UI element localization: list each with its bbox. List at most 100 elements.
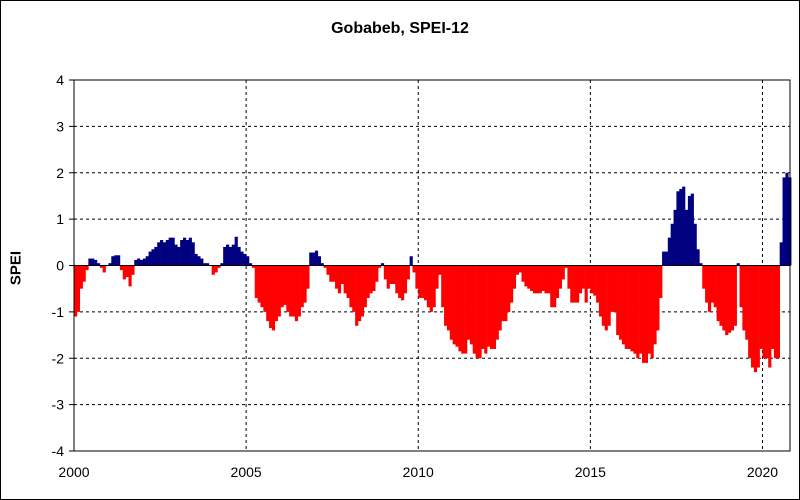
- spei-bar: [664, 251, 669, 266]
- spei-bar: [85, 265, 89, 271]
- spei-bar: [389, 265, 393, 285]
- spei-bar: [248, 263, 253, 266]
- spei-bar: [524, 265, 528, 287]
- spei-bar: [679, 188, 683, 266]
- spei-bar: [507, 265, 511, 312]
- spei-bar: [607, 265, 611, 326]
- spei-bar: [395, 265, 399, 294]
- spei-bar: [593, 265, 597, 296]
- spei-bar: [555, 265, 560, 298]
- y-tick-label: 4: [56, 72, 64, 88]
- spei-bar: [117, 255, 121, 266]
- spei-bar: [283, 265, 287, 305]
- spei-bar: [553, 265, 557, 308]
- spei-bar: [558, 265, 562, 289]
- spei-bar: [432, 265, 436, 308]
- spei-bar: [211, 265, 215, 275]
- spei-bar: [659, 265, 663, 298]
- spei-bar: [705, 265, 709, 303]
- spei-bar: [532, 265, 537, 294]
- spei-bar: [461, 265, 465, 354]
- spei-bar: [673, 209, 677, 266]
- spei-bar: [596, 265, 600, 303]
- x-tick-label: 2010: [403, 464, 434, 480]
- spei-bar: [475, 265, 479, 359]
- spei-bar: [323, 265, 327, 268]
- spei-bar: [200, 258, 204, 266]
- spei-bar: [716, 265, 720, 322]
- spei-bar: [779, 242, 783, 266]
- spei-bar: [223, 246, 227, 266]
- spei-bar: [154, 246, 158, 266]
- spei-bar: [527, 265, 531, 289]
- spei-bar: [541, 265, 545, 292]
- spei-bar: [578, 265, 583, 294]
- spei-bar: [180, 239, 184, 266]
- spei-bar: [481, 265, 485, 349]
- spei-bar: [257, 265, 261, 303]
- spei-bar: [220, 263, 224, 266]
- spei-bar: [79, 265, 83, 289]
- spei-bar: [162, 242, 167, 266]
- spei-bar: [687, 195, 692, 266]
- spei-bar: [231, 244, 235, 266]
- spei-bar: [567, 265, 571, 289]
- spei-bar: [670, 223, 674, 266]
- spei-bar: [650, 265, 654, 359]
- spei-bar: [128, 265, 132, 287]
- spei-bar: [472, 265, 476, 354]
- spei-bar: [314, 250, 319, 266]
- spei-bar: [510, 265, 514, 303]
- spei-bar: [96, 263, 101, 266]
- spei-bar: [340, 265, 344, 285]
- spei-bar: [656, 265, 660, 331]
- spei-bar: [277, 265, 281, 317]
- spei-bar: [713, 265, 717, 308]
- spei-bar: [584, 265, 588, 303]
- spei-bar: [587, 265, 591, 289]
- spei-bar: [300, 265, 304, 308]
- spei-bar: [309, 252, 313, 266]
- spei-bar: [753, 265, 758, 373]
- spei-bar: [111, 256, 115, 266]
- spei-bar: [627, 265, 631, 349]
- spei-bar: [576, 265, 580, 303]
- spei-bar: [570, 265, 574, 303]
- spei-bar: [742, 265, 746, 331]
- spei-bar: [768, 265, 772, 368]
- spei-bar: [561, 265, 565, 280]
- spei-bar: [243, 253, 247, 266]
- spei-bar: [782, 177, 786, 266]
- spei-bar: [639, 265, 643, 354]
- spei-bar: [613, 265, 617, 312]
- spei-bar: [455, 265, 459, 347]
- x-tick-label: 2020: [747, 464, 778, 480]
- spei-bar: [280, 265, 284, 308]
- spei-bar: [99, 265, 103, 268]
- spei-bar: [702, 265, 706, 289]
- spei-bar: [286, 265, 290, 312]
- spei-bar: [205, 263, 210, 266]
- spei-bar: [343, 265, 347, 294]
- spei-bar: [630, 265, 634, 352]
- spei-bar: [392, 265, 396, 285]
- x-tick-label: 2005: [231, 464, 262, 480]
- spei-bar: [750, 265, 755, 368]
- spei-bar: [401, 265, 405, 301]
- spei-bar: [601, 265, 605, 326]
- spei-bar: [633, 265, 637, 354]
- spei-bar: [564, 265, 568, 268]
- spei-bar: [776, 265, 780, 359]
- spei-bar: [547, 265, 551, 294]
- spei-bar: [418, 265, 422, 298]
- spei-bar: [535, 265, 540, 294]
- spei-bar: [145, 256, 149, 266]
- spei-bar: [604, 265, 608, 331]
- bars-layer: [74, 172, 792, 373]
- spei-bar: [134, 259, 138, 266]
- spei-bar: [441, 265, 445, 308]
- spei-bar: [653, 265, 657, 345]
- spei-bar: [160, 239, 164, 266]
- spei-bar: [94, 259, 98, 266]
